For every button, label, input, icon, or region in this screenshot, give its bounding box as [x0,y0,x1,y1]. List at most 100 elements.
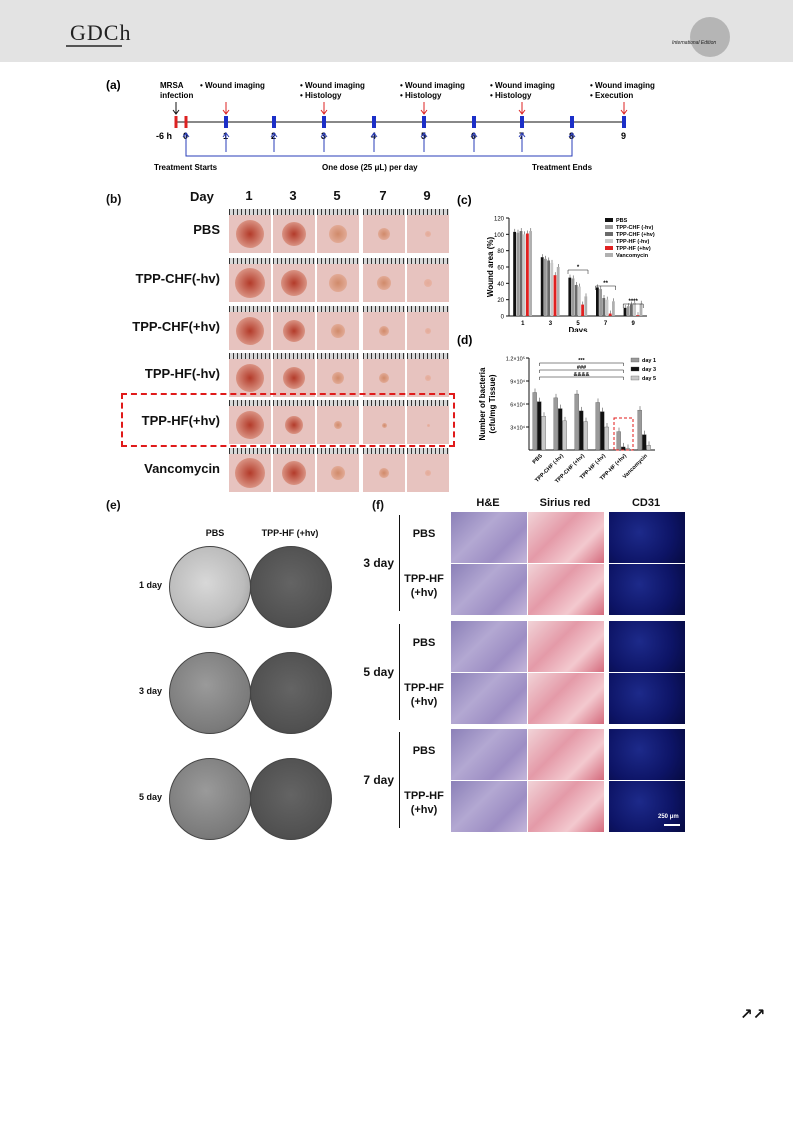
wound-photo [316,208,360,254]
wound-photo [316,305,360,351]
wound-photo [362,208,406,254]
day-divider [399,515,400,611]
bar [540,257,544,316]
scale-bar [664,824,680,826]
day-tick-4 [372,116,376,128]
y-axis-title: Number of bacteria [478,367,487,440]
infection-arrow [172,102,180,115]
wound [235,458,265,488]
wound-photo [362,447,406,493]
wound [236,364,264,392]
group-label: PBS [193,222,220,237]
histology-group-label: PBS [412,745,436,757]
bar [532,392,537,451]
wound [377,276,391,290]
logo-underline [66,45,122,47]
wound [235,268,265,298]
group-label: TPP-HF(-hv) [144,366,220,381]
bar [556,267,560,316]
ruler [363,306,405,312]
y-tick-label: 3×10⁴ [510,425,525,432]
wound [334,421,342,429]
ruler [273,258,315,264]
bar [550,262,554,316]
ruler [273,353,315,359]
x-tick-label: 9 [632,321,636,327]
edition-badge [690,17,730,57]
y-tick-label: 80 [497,249,504,255]
tick-label: 9 [621,131,626,141]
dose-arrow [470,132,478,152]
day-tick-1 [224,116,228,128]
bar [639,303,643,316]
significance-mark: *** [578,358,585,364]
bacteria-count-chart: (d) 3×10⁴ 6×10⁴ 9×10⁴ 1.2×10⁵ Number of bacte… [457,333,656,485]
bar [608,313,612,316]
edition-label: International Edition [672,40,717,46]
bar [602,298,606,316]
ruler [317,258,359,264]
wound [283,320,305,342]
day-divider [399,732,400,828]
dose-arrow [568,132,576,152]
bar [599,289,602,316]
wound-photo [406,208,450,254]
bar [646,445,651,451]
histology-image [608,511,686,564]
histology-image [450,511,528,564]
wound [425,231,431,237]
timeline-event-label: • Wound imaging [300,81,365,90]
wound [331,324,345,338]
petri-col-tpp-hf: TPP-HF (+hv) [261,528,319,538]
wound-photo [362,399,406,445]
legend-label: day 1 [642,358,656,364]
bar [562,420,567,451]
histology-group-label: TPP-HF (+hv) [404,573,444,599]
wound [282,461,306,485]
bar [636,315,640,316]
significance-bracket [567,269,589,274]
day-header: Day [190,189,214,204]
wound-photo [228,447,272,493]
wound-photo [228,305,272,351]
dose-arrow [518,132,526,152]
group-label: TPP-CHF(-hv) [135,271,221,286]
histology-day-label: 3 day [363,556,394,570]
timeline-event-label: • Histology [300,91,342,100]
wound [381,422,387,428]
ruler [229,448,271,454]
dose-arrow [222,132,230,152]
bar [522,234,526,316]
y-tick-label: 6×10⁴ [510,402,525,409]
tick-label: -6 h [156,131,172,141]
bar [574,393,579,451]
bar [605,299,609,316]
wound-photo [272,257,316,303]
wound-photo [316,257,360,303]
ruler [273,400,315,406]
timeline-event-label: • Wound imaging [200,81,265,90]
timeline-event-label: MRSA [160,81,184,90]
timeline-event-label: • Wound imaging [490,81,555,90]
dose-arrow [182,132,190,152]
bar [544,258,547,316]
imaging-arrow [518,102,526,115]
significance-bracket [622,303,644,308]
ruler [363,209,405,215]
day-tick-3 [322,116,326,128]
wound-photo [406,447,450,493]
dose-arrow [270,132,278,152]
dose-label: One dose (25 μL) per day [322,163,418,172]
next-page-arrows[interactable]: ↗↗ [740,1006,766,1023]
day-tick-5 [422,116,426,128]
wound-photo [362,257,406,303]
day-3-header: 3 [289,188,297,203]
petri-row-label: 3 day [138,686,162,696]
ruler [273,209,315,215]
petri-dish-tpp-hf [250,758,332,840]
significance-bracket [539,376,624,380]
wound [331,466,345,480]
wound [236,317,264,345]
wound-photo [272,352,316,398]
